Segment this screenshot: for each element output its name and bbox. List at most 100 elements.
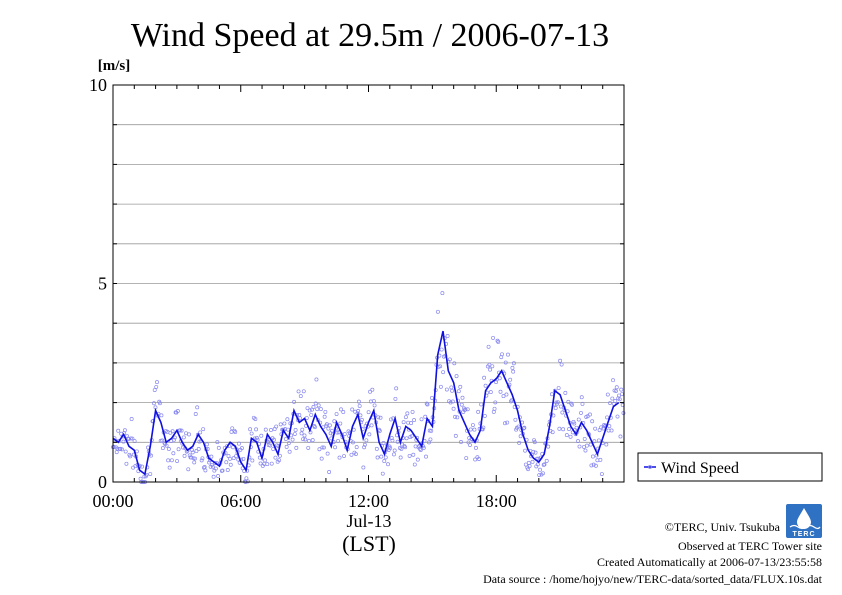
data-point xyxy=(375,455,380,460)
data-point xyxy=(491,335,496,340)
data-point xyxy=(284,444,289,449)
data-point xyxy=(538,467,542,472)
data-point xyxy=(587,412,592,417)
data-point xyxy=(398,455,403,460)
data-point xyxy=(510,365,515,370)
data-point xyxy=(391,452,396,457)
data-point xyxy=(332,419,337,424)
data-point xyxy=(128,454,133,459)
data-point xyxy=(122,428,127,433)
data-point xyxy=(342,432,347,437)
x-tick-label: 00:00 xyxy=(92,491,133,511)
data-point xyxy=(424,454,428,459)
data-point xyxy=(470,423,475,427)
data-point xyxy=(458,384,463,389)
data-point xyxy=(167,465,172,470)
data-point xyxy=(564,433,569,438)
data-point xyxy=(175,409,180,413)
data-point xyxy=(614,389,618,394)
data-point xyxy=(271,447,276,452)
data-point xyxy=(353,452,358,456)
data-point xyxy=(424,401,429,406)
data-point xyxy=(175,459,180,463)
data-point xyxy=(559,362,564,367)
data-point xyxy=(617,397,622,402)
data-point xyxy=(615,414,620,419)
data-point xyxy=(233,430,238,434)
data-point xyxy=(119,447,124,452)
data-point xyxy=(351,440,355,445)
data-point xyxy=(362,445,367,450)
data-point xyxy=(439,347,444,352)
data-point xyxy=(517,440,522,445)
logo-text: TERC xyxy=(792,531,815,538)
data-point xyxy=(129,416,134,421)
data-point xyxy=(621,411,626,415)
data-point xyxy=(619,387,624,392)
data-point xyxy=(473,457,478,462)
x-axis-date-label: Jul-13 xyxy=(347,511,392,531)
data-point xyxy=(487,362,492,367)
data-point xyxy=(228,456,232,461)
data-point xyxy=(330,428,335,433)
data-point xyxy=(114,450,119,455)
data-point xyxy=(583,448,588,453)
data-point xyxy=(123,449,128,454)
data-point xyxy=(166,446,171,451)
data-point xyxy=(296,389,301,394)
data-point xyxy=(455,415,460,420)
data-point xyxy=(274,424,279,429)
data-point xyxy=(224,460,229,465)
data-point xyxy=(428,437,433,442)
legend-box xyxy=(637,452,823,482)
data-point xyxy=(192,460,197,465)
data-point xyxy=(572,421,577,426)
data-point xyxy=(563,390,568,395)
data-point xyxy=(159,413,164,418)
data-point xyxy=(378,415,383,420)
data-point xyxy=(132,439,137,444)
data-point xyxy=(566,399,571,404)
data-point xyxy=(191,456,196,461)
data-point xyxy=(496,339,501,344)
data-point xyxy=(269,428,273,432)
data-point xyxy=(213,466,218,471)
data-point xyxy=(140,464,145,469)
data-point xyxy=(124,461,129,466)
data-point xyxy=(491,409,496,414)
data-point xyxy=(298,416,302,421)
data-point xyxy=(293,427,298,432)
data-point xyxy=(605,415,610,420)
data-point xyxy=(438,384,443,389)
data-point xyxy=(202,464,207,469)
data-point xyxy=(349,452,354,457)
data-point xyxy=(536,456,541,461)
data-point xyxy=(460,395,465,400)
data-point xyxy=(585,443,589,448)
data-point xyxy=(537,473,542,477)
data-point xyxy=(211,474,216,479)
data-point xyxy=(154,384,159,389)
data-point xyxy=(250,458,255,463)
data-point xyxy=(533,450,538,455)
data-point xyxy=(486,344,491,349)
data-point xyxy=(231,445,235,450)
data-point xyxy=(523,448,528,453)
y-axis: 0 5 10 xyxy=(89,75,624,492)
data-point xyxy=(593,463,598,468)
data-point xyxy=(481,425,486,430)
data-point xyxy=(614,385,619,390)
data-point xyxy=(182,453,187,458)
data-point xyxy=(195,405,200,410)
data-point xyxy=(203,468,208,473)
data-point xyxy=(412,418,417,423)
data-point xyxy=(166,458,171,463)
data-point xyxy=(210,464,215,469)
wave-icon xyxy=(789,524,821,530)
data-point xyxy=(201,427,206,432)
data-point xyxy=(607,424,612,429)
data-point xyxy=(465,407,470,412)
data-point xyxy=(506,352,510,357)
data-point xyxy=(379,454,384,459)
data-point xyxy=(297,413,302,417)
